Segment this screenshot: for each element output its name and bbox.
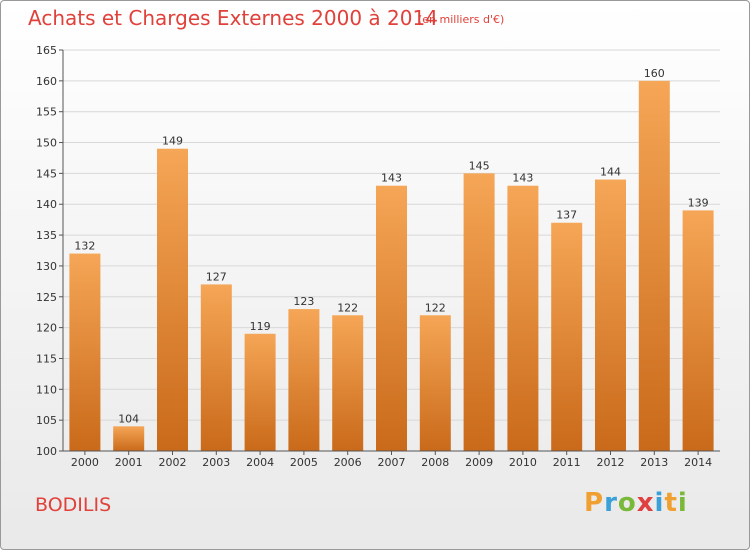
x-tick-label: 2006 (334, 456, 362, 469)
x-tick-label: 2012 (597, 456, 625, 469)
data-label: 160 (644, 67, 665, 80)
data-label: 104 (118, 412, 139, 425)
x-tick-label: 2002 (159, 456, 187, 469)
value-labels: 132 104 149 127 119 123 122 143 122 145 143 137 144 1… (74, 67, 708, 425)
bar (638, 80, 670, 451)
bar (332, 315, 364, 451)
data-label: 123 (293, 295, 314, 308)
y-tick-label: 145 (36, 167, 57, 180)
x-tick-label: 2001 (115, 456, 143, 469)
logo-letter: o (617, 488, 637, 518)
y-tick-label: 120 (36, 322, 57, 335)
chart-title: Achats et Charges Externes 2000 à 2014 (28, 6, 438, 30)
y-tick-label: 130 (36, 260, 57, 273)
bar (157, 148, 188, 451)
x-tick-label: 2009 (465, 456, 493, 469)
x-tick-label: 2011 (553, 456, 581, 469)
x-tick-label: 2013 (640, 456, 668, 469)
x-tick-label: 2008 (421, 456, 449, 469)
y-tick-label: 155 (36, 106, 57, 119)
data-label: 139 (688, 196, 709, 209)
y-tick-label: 100 (36, 445, 57, 458)
bars (69, 80, 714, 452)
chart-subtitle: (en milliers d'€) (418, 13, 505, 26)
data-label: 122 (425, 301, 446, 314)
data-label: 143 (512, 172, 533, 185)
y-tick-label: 115 (36, 352, 57, 365)
x-tick-label: 2010 (509, 456, 537, 469)
logo-letter: P (584, 488, 605, 518)
logo-letter: x (636, 488, 655, 518)
y-tick-label: 165 (36, 44, 57, 57)
y-tick-label: 140 (36, 198, 57, 211)
x-tick-label: 2005 (290, 456, 318, 469)
bar (244, 333, 276, 451)
bar (69, 253, 101, 451)
y-tick-label: 160 (36, 75, 57, 88)
data-label: 127 (206, 270, 227, 283)
bar (595, 179, 626, 452)
x-tick-label: 2007 (378, 456, 406, 469)
x-tick-label: 2000 (71, 456, 99, 469)
logo-letter: r (604, 488, 618, 518)
data-label: 122 (337, 301, 358, 314)
commune-name: BODILIS (35, 494, 112, 516)
y-tick-label: 110 (36, 383, 57, 396)
x-tick-label: 2014 (684, 456, 712, 469)
bar (376, 185, 407, 451)
data-label: 144 (600, 166, 621, 179)
proxiti-logo: Proxiti (584, 488, 688, 518)
bar (507, 185, 539, 451)
bar (419, 315, 451, 451)
data-label: 119 (250, 320, 271, 333)
y-tick-label: 125 (36, 291, 57, 304)
bar (463, 173, 495, 451)
data-label: 145 (469, 159, 490, 172)
data-label: 143 (381, 172, 402, 185)
logo-letter: i (654, 488, 665, 518)
data-label: 137 (556, 209, 577, 222)
data-label: 132 (74, 240, 95, 253)
bar (682, 210, 714, 451)
axes: 1001051101151201251301351401451501551601… (36, 44, 720, 469)
logo-letter: t (664, 488, 678, 518)
x-tick-label: 2003 (202, 456, 230, 469)
bar (551, 222, 583, 451)
data-label: 149 (162, 135, 183, 148)
y-tick-label: 150 (36, 137, 57, 150)
bar (200, 284, 232, 451)
bar (288, 309, 320, 451)
y-tick-label: 105 (36, 414, 57, 427)
logo-letter: i (677, 488, 688, 518)
x-tick-label: 2004 (246, 456, 274, 469)
bar (113, 426, 145, 451)
y-tick-label: 135 (36, 229, 57, 242)
